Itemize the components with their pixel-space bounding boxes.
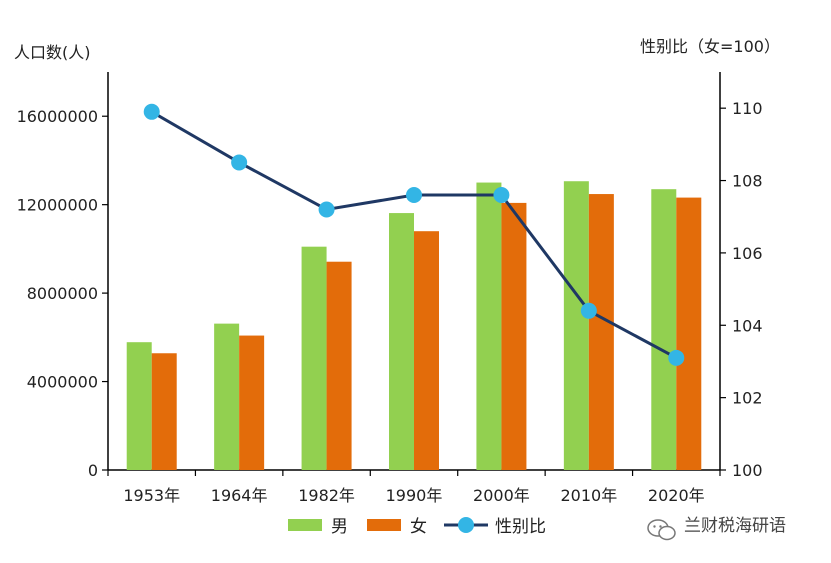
legend-marker-sex-ratio xyxy=(458,517,474,533)
bar-male xyxy=(651,189,677,470)
bar-male xyxy=(126,342,152,470)
bar-male xyxy=(563,181,589,470)
right-axis-tick-label: 108 xyxy=(732,172,763,191)
right-axis-tick-label: 110 xyxy=(732,99,763,118)
right-axis-tick-label: 102 xyxy=(732,389,763,408)
x-axis-tick-label: 1953年 xyxy=(123,486,180,505)
x-axis-tick-label: 2000年 xyxy=(473,486,530,505)
bar-male xyxy=(476,182,502,471)
x-axis-tick-label: 2010年 xyxy=(560,486,617,505)
legend-label-sex-ratio: 性别比 xyxy=(495,517,546,537)
left-axis-tick-label: 8000000 xyxy=(27,284,98,303)
x-axis-tick-label: 2020年 xyxy=(648,486,705,505)
bar-male xyxy=(389,213,414,470)
x-axis-tick-label: 1990年 xyxy=(386,486,443,505)
legend-label-female: 女 xyxy=(410,517,427,537)
bar-female xyxy=(588,194,614,470)
sex-ratio-point xyxy=(318,201,335,218)
sex-ratio-point xyxy=(493,187,510,204)
sex-ratio-point xyxy=(143,103,160,120)
right-axis-tick-label: 106 xyxy=(732,244,763,263)
sex-ratio-point xyxy=(406,187,422,204)
left-axis-tick-label: 12000000 xyxy=(17,196,98,215)
watermark: 兰财税海研语 xyxy=(647,516,786,541)
legend-swatch-female xyxy=(367,519,401,531)
bar-female xyxy=(501,202,527,471)
right-axis-title: 性别比（女=100） xyxy=(640,37,780,56)
left-axis-tick-label: 0 xyxy=(88,461,98,480)
left-axis-title: 人口数(人) xyxy=(14,43,91,62)
wechat-icon xyxy=(647,519,676,541)
legend: 男 女 性别比 xyxy=(288,517,546,537)
watermark-text: 兰财税海研语 xyxy=(684,516,786,536)
bars-layer xyxy=(126,181,702,471)
bar-female xyxy=(414,231,439,470)
left-axis-tick-label: 16000000 xyxy=(17,107,98,126)
bar-male xyxy=(301,246,327,470)
x-axis-tick-label: 1964年 xyxy=(211,486,268,505)
right-axis-tick-label: 104 xyxy=(732,316,763,335)
bar-female xyxy=(239,335,265,470)
bar-female xyxy=(326,261,352,470)
legend-swatch-male xyxy=(288,519,322,531)
bar-male xyxy=(214,323,240,470)
right-axis-tick-label: 100 xyxy=(732,461,763,480)
bar-female xyxy=(676,197,702,470)
labels-layer: 0 4000000 8000000 12000000 16000000 100 102 104… xyxy=(17,99,763,505)
sex-ratio-point xyxy=(231,154,248,171)
bar-female xyxy=(151,353,177,470)
legend-label-male: 男 xyxy=(331,517,348,537)
x-axis-tick-label: 1982年 xyxy=(298,486,355,505)
left-axis-tick-label: 4000000 xyxy=(27,373,98,392)
sex-ratio-point xyxy=(668,349,685,366)
line-layer xyxy=(143,103,685,366)
sex-ratio-point xyxy=(580,302,597,319)
